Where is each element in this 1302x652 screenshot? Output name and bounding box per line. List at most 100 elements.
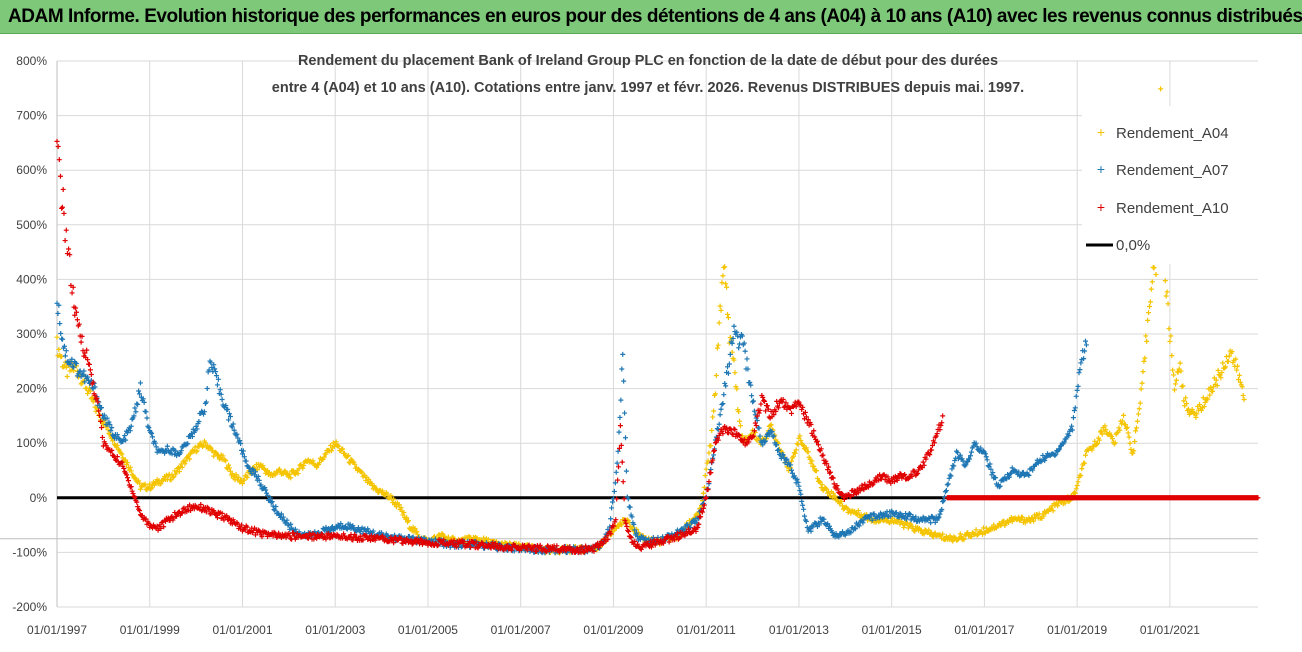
data-point [1099,431,1105,437]
data-point [144,415,150,421]
data-point [793,447,799,453]
data-point [701,484,707,490]
data-point [72,312,78,318]
data-point [840,503,846,509]
data-point [705,458,711,464]
data-point [1070,415,1076,421]
data-point [1143,333,1149,339]
data-point [149,485,155,491]
data-points [54,86,1261,556]
data-point [98,418,104,424]
data-point [748,382,754,388]
data-point [1233,356,1239,362]
data-point [347,460,353,466]
data-point [1146,304,1152,310]
data-point [730,335,736,341]
data-point [949,466,955,472]
data-point [431,534,437,540]
data-point [1236,372,1242,378]
data-point [505,542,511,548]
data-point [230,421,236,427]
data-point [136,388,142,394]
data-point [823,485,829,491]
data-point [1006,474,1012,480]
data-point [62,238,68,244]
data-point [445,534,451,540]
data-point [1124,424,1130,430]
data-point [244,524,250,530]
data-point [87,367,93,373]
data-point [751,408,757,414]
data-point [1225,358,1231,364]
chart-frame: 800% 700% 600% 500% 400% 300% 200% 100% 0% -100% -… [0,34,1302,647]
data-point [1116,425,1122,431]
data-point [141,399,147,405]
data-point [797,488,803,494]
data-point [214,512,220,518]
data-point [92,393,98,399]
data-point [435,542,441,548]
data-point [485,536,491,542]
data-point [316,460,322,466]
y-tick-label: 400% [16,272,47,286]
data-point [1055,503,1061,509]
data-point [241,454,247,460]
data-point [284,517,290,523]
data-point [214,515,220,521]
data-point [180,506,186,512]
data-point [978,445,984,451]
data-point [1131,448,1137,454]
data-point [797,433,803,439]
data-point [725,315,731,321]
data-point [340,446,346,452]
data-point [388,493,394,499]
data-point [323,524,329,530]
data-point [1081,356,1087,362]
data-point [1071,408,1077,414]
data-point [504,543,510,549]
data-point [719,402,725,408]
data-point [784,456,790,462]
data-point [997,483,1003,489]
data-point [904,520,910,526]
data-point [904,516,910,522]
data-point [722,380,728,386]
data-point [720,401,726,407]
data-point [366,476,372,482]
data-point [1041,513,1047,519]
data-point [754,417,760,423]
data-point [168,477,174,483]
data-point [57,173,63,179]
data-point [799,498,805,504]
data-point [276,530,282,536]
data-point [189,433,195,439]
data-point [967,456,973,462]
data-point [120,455,126,461]
data-point [711,408,717,414]
data-point [947,472,953,478]
data-point [725,364,731,370]
data-point [338,521,344,527]
data-point [736,409,742,415]
data-point [123,437,129,443]
data-point [819,482,825,488]
data-point [226,417,232,423]
data-point [347,521,353,527]
data-point [1183,395,1189,401]
data-point [788,462,794,468]
data-point [265,492,271,498]
data-point [928,520,934,526]
data-point [1109,436,1115,442]
data-point [1241,397,1247,403]
data-point [1235,363,1241,369]
data-point [827,523,833,529]
data-point [118,450,124,456]
data-point [1026,473,1032,479]
data-point [895,513,901,519]
data-point [943,488,949,494]
data-point [204,504,210,510]
data-point [930,516,936,522]
data-point [608,516,614,522]
data-point [234,431,240,437]
data-point [150,434,156,440]
